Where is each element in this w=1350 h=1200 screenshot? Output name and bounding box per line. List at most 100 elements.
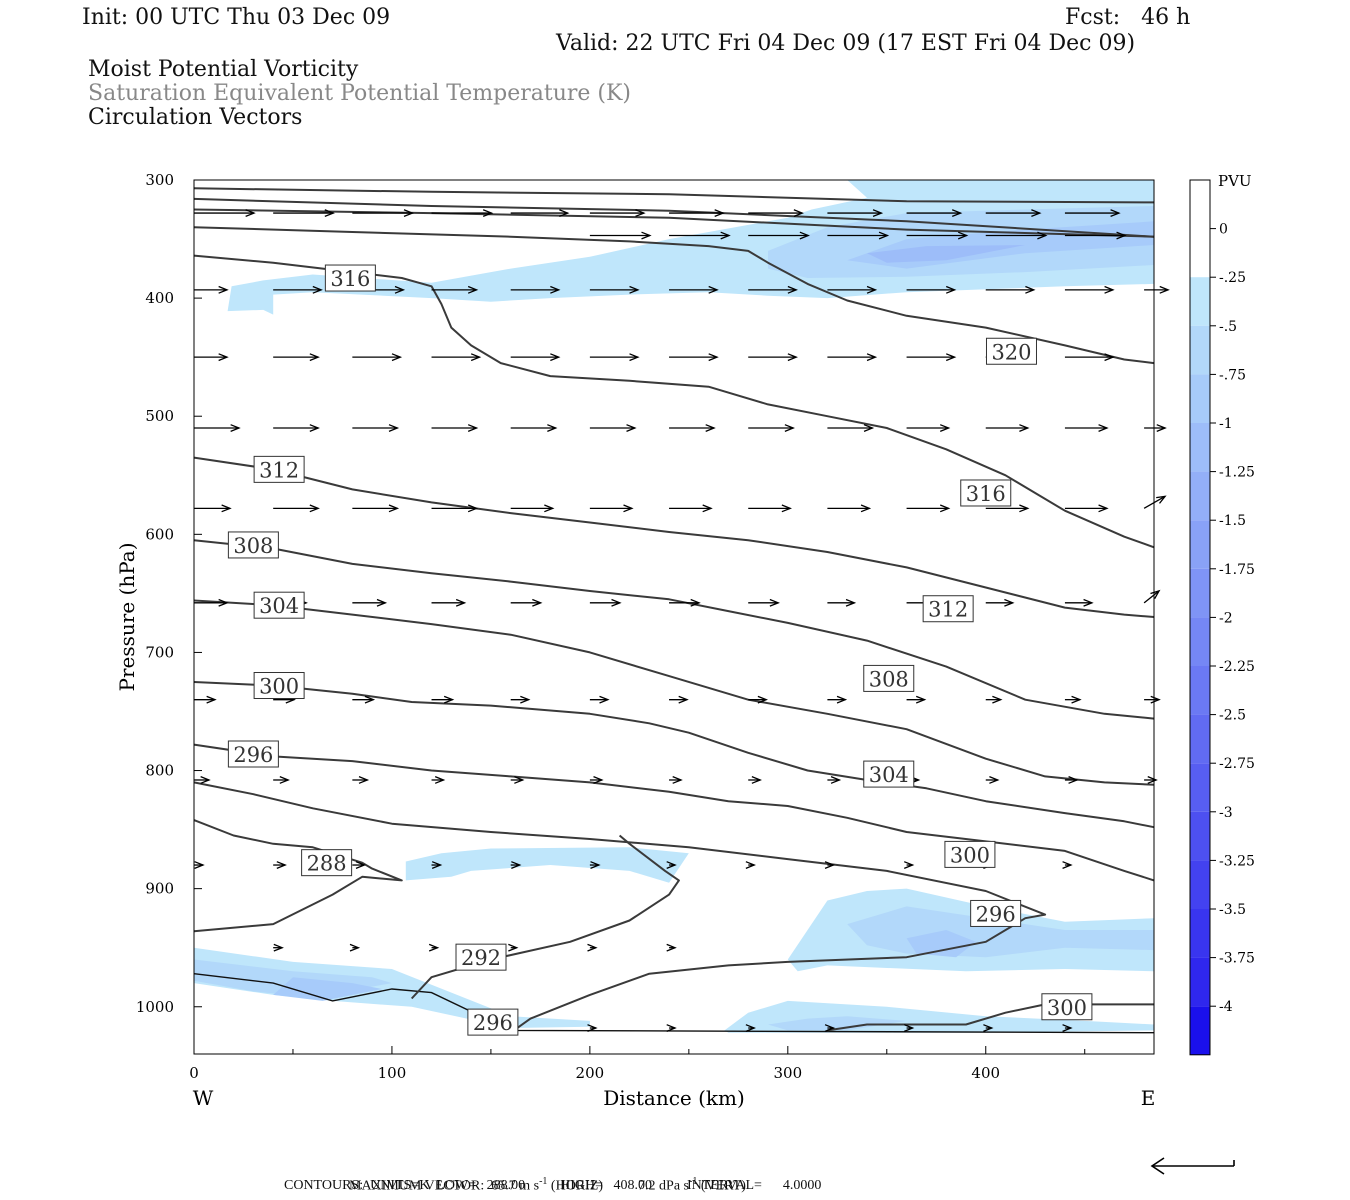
theta-contour-324 [193,208,1155,238]
mpv-region [768,1016,907,1031]
colorbar-label: -.75 [1219,367,1246,383]
circulation-vector [827,353,878,362]
circulation-vector [1064,353,1115,362]
circulation-vector [352,598,388,607]
circulation-vector [748,424,795,432]
circulation-vectors [194,209,1170,1032]
valid-time: Valid: 22 UTC Fri 04 Dec 09 (17 EST Fri … [556,31,1136,56]
svg-text:296: 296 [976,902,1016,926]
svg-text:308: 308 [233,534,273,558]
circulation-vector [748,776,762,784]
circulation-vector [669,231,731,240]
contour-label: 300 [944,840,996,868]
colorbar-label: -4 [1219,999,1233,1015]
contour-label: 304 [253,591,305,619]
circulation-vector [827,424,875,432]
circulation-vector [985,209,1042,218]
circulation-vector [589,695,610,704]
circulation-vector [827,209,884,218]
colorbar-swatch [1190,180,1210,229]
circulation-vector [352,776,370,784]
y-axis-label: Pressure (hPa) [115,543,139,692]
circulation-vector [985,598,1015,607]
max-vector-label: MAXIMUM VECTOR: [349,1178,485,1194]
colorbar-label: -3 [1219,805,1233,821]
y-tick-label: 700 [145,643,174,661]
circulation-vector [352,861,367,869]
circulation-vector [906,424,951,432]
colorbar-swatch [1190,714,1210,764]
circulation-vector [352,424,400,432]
circulation-vector [431,353,482,362]
max-vector-horiz-unit: (HORIZ) [550,1178,604,1194]
circulation-vector [1143,589,1161,604]
circulation-vector [985,776,1000,784]
circulation-vector [349,943,361,952]
y-tick-label: 500 [145,407,174,425]
circulation-vector [748,504,792,513]
circulation-vector [587,1024,598,1032]
colorbar-label: -1.75 [1219,562,1255,578]
colorbar-swatch [1190,763,1210,812]
circulation-vector [1064,598,1094,607]
circulation-vector [194,285,229,294]
circulation-vector [273,943,284,952]
colorbar-label: -2.25 [1219,659,1255,675]
svg-text:292: 292 [461,946,501,970]
circulation-vector [669,209,725,218]
circulation-vector [827,776,842,784]
theta-contour-316 [193,254,1155,549]
circulation-vector [194,695,217,704]
forecast-hour: Fcst: 46 h [1065,5,1191,30]
colorbar-label: -2.75 [1219,756,1255,772]
circulation-vector [194,353,229,362]
init-time: Init: 00 UTC Thu 03 Dec 09 [82,5,391,30]
mpv-region [405,847,689,883]
theta-contour-308 [193,539,1155,720]
contour-label: 296 [970,899,1022,927]
circulation-vector [669,285,719,294]
circulation-vector [428,943,440,952]
circulation-vector [669,695,689,704]
reference-vector-arrow [1150,1157,1235,1175]
svg-text:320: 320 [991,340,1031,364]
circulation-vector [827,598,857,607]
circulation-vector [985,231,1048,240]
x-left-end-label: W [193,1086,214,1110]
circulation-vector [1064,231,1127,240]
colorbar-label: -3.25 [1219,853,1255,869]
circulation-vector [589,424,637,432]
colorbar-swatch [1190,471,1210,521]
circulation-vector [589,504,634,513]
contour-label: 312 [253,455,305,483]
circulation-vector [748,695,768,704]
svg-text:308: 308 [869,667,909,691]
circulation-vector [906,231,969,240]
circulation-vector [352,504,400,513]
circulation-vector [194,424,241,432]
contour-label: 292 [455,943,507,971]
svg-text:288: 288 [307,852,347,876]
circulation-vector [352,209,415,218]
theta-contour-312 [193,456,1155,618]
circulation-vector [1062,1024,1073,1032]
horiz-exponent: -1 [539,1176,548,1187]
colorbar-swatch [1190,228,1210,278]
circulation-vector [669,353,719,362]
contour-label: 296 [227,740,279,768]
colorbar-label: -1 [1219,416,1233,432]
y-tick-label: 900 [145,880,174,898]
contour-label: 316 [324,264,376,292]
circulation-vector [431,504,479,513]
circulation-vector [827,285,878,294]
circulation-vector [273,285,323,294]
circulation-vector [510,861,522,869]
field-title-vectors: Circulation Vectors [88,105,303,130]
x-tick-label: 100 [378,1064,407,1082]
circulation-vector [827,695,848,704]
circulation-vector [983,1024,994,1032]
x-tick-label: 300 [773,1064,802,1082]
colorbar-swatch [1190,1006,1210,1055]
circulation-vector [431,209,494,218]
